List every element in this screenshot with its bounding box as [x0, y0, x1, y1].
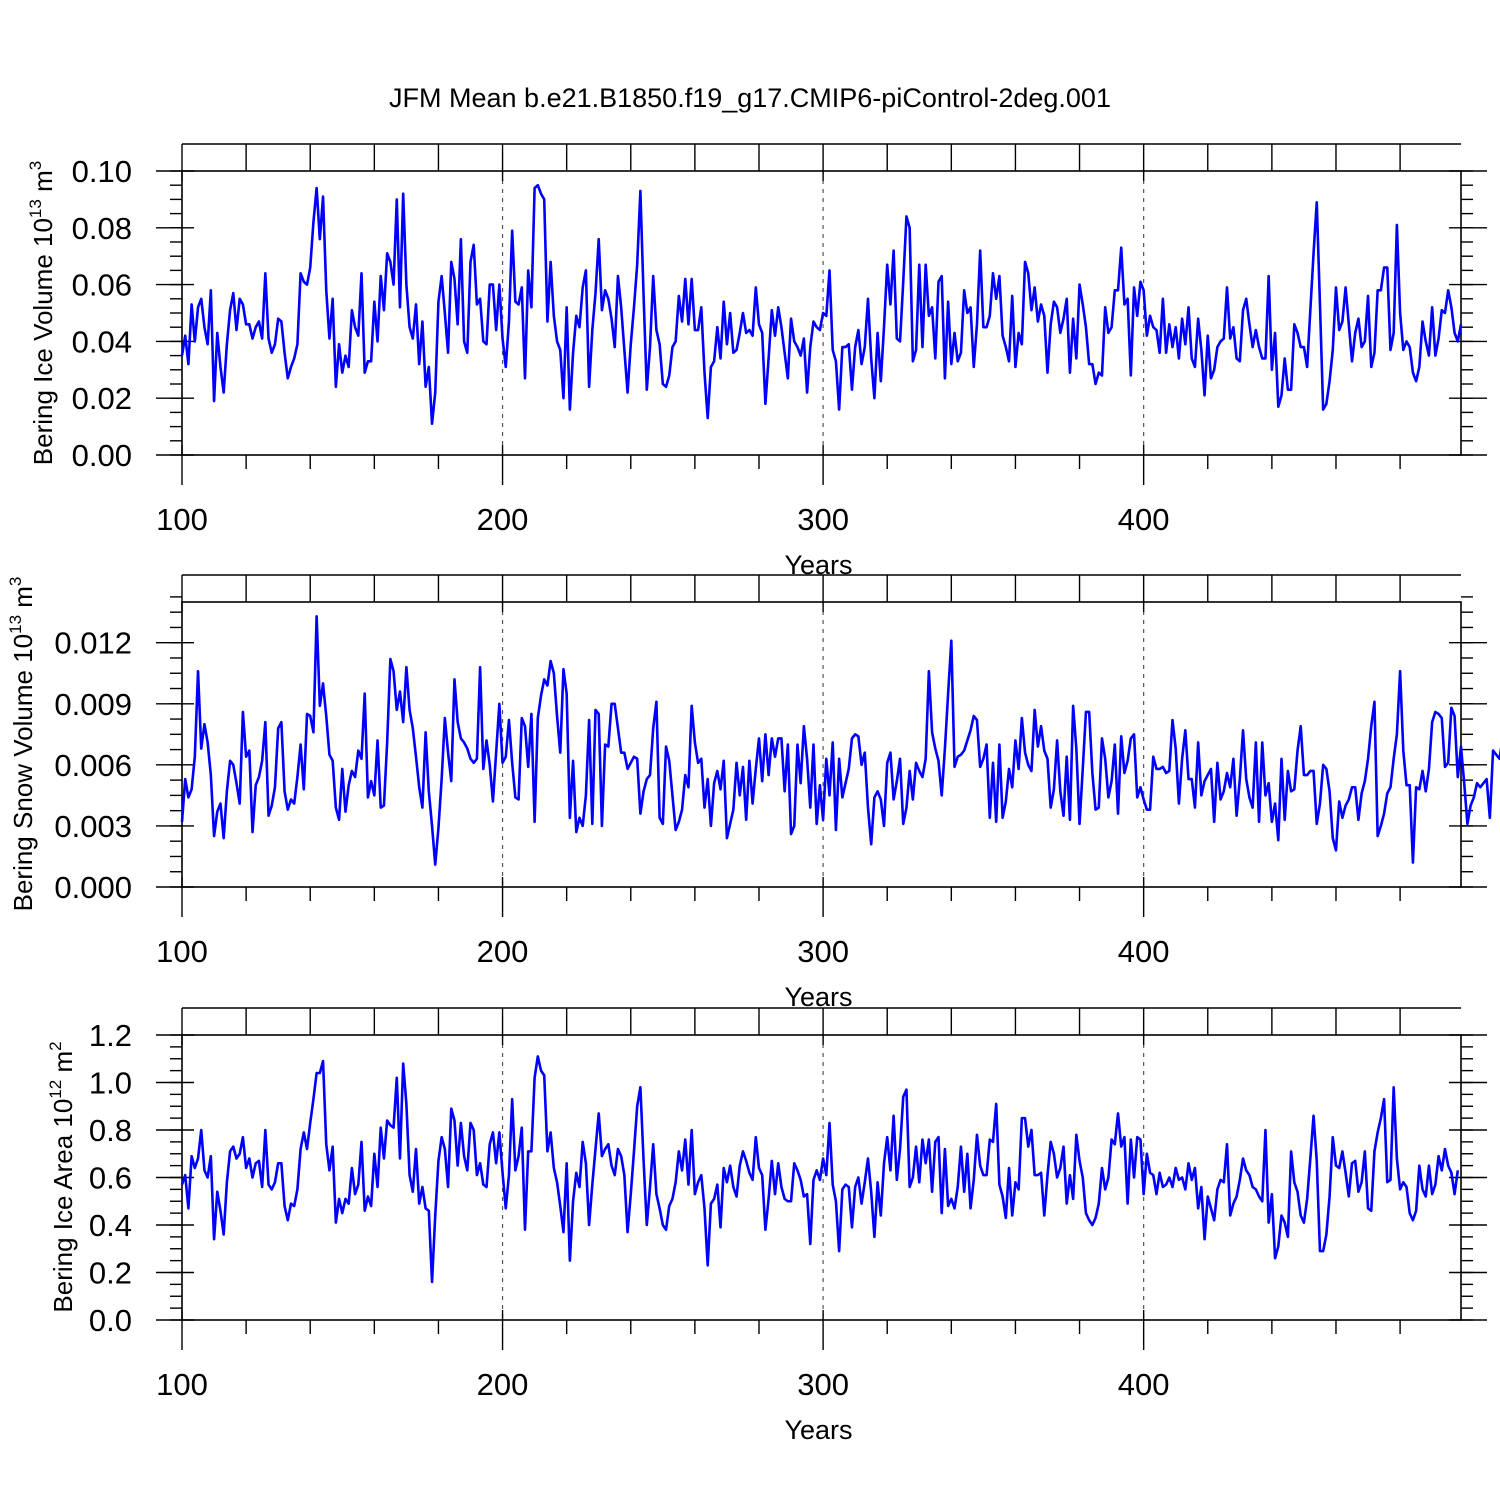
x-tick-label: 300	[797, 502, 849, 537]
y-tick-label: 1.0	[89, 1066, 132, 1101]
x-axis-label: Years	[784, 1415, 852, 1445]
y-axis-label: Bering Ice Area 1012 m2	[46, 1041, 78, 1312]
x-tick-label: 200	[477, 502, 529, 537]
series-line-snow-volume	[180, 614, 1500, 866]
y-tick-label: 0.006	[54, 748, 132, 783]
panel-snow-volume: 100 200 300 400 0.000 0.003 0.006 0.009 0.012 Yea…	[6, 574, 1500, 1012]
y-tick-label: 0.06	[72, 268, 132, 303]
y-tick-label: 0.0	[89, 1303, 132, 1338]
y-tick-label: 0.003	[54, 809, 132, 844]
x-tick-label: 400	[1118, 934, 1170, 969]
y-tick-label: 0.000	[54, 870, 132, 905]
figure-title: JFM Mean b.e21.B1850.f19_g17.CMIP6-piCon…	[389, 83, 1111, 113]
plot-frame	[181, 601, 1462, 888]
series-line-ice-area	[180, 1055, 1460, 1284]
x-tick-label: 400	[1118, 1367, 1170, 1402]
y-tick-label: 0.02	[72, 381, 132, 416]
panel-ice-area: 100 200 300 400 0.0 0.2 0.4 0.6 0.8 1.0 1.2 Years Be…	[46, 1007, 1487, 1445]
panels: 100 200 300 400 0.00 0.02 0.04 0.06 0.08 0.10 Year…	[6, 143, 1500, 1445]
y-tick-label: 0.08	[72, 211, 132, 246]
y-tick-label: 0.009	[54, 687, 132, 722]
y-tick-label: 0.2	[89, 1256, 132, 1291]
series-line-ice-volume	[180, 183, 1463, 426]
y-tick-label: 0.04	[72, 324, 132, 359]
x-tick-label: 200	[477, 1367, 529, 1402]
x-tick-label: 100	[156, 502, 208, 537]
x-tick-label: 100	[156, 1367, 208, 1402]
y-axis-label: Bering Ice Volume 1013 m3	[26, 161, 58, 465]
x-tick-label: 200	[477, 934, 529, 969]
y-tick-label: 0.4	[89, 1208, 132, 1243]
y-axis-label: Bering Snow Volume 1013 m3	[6, 577, 38, 912]
x-tick-label: 300	[797, 1367, 849, 1402]
x-tick-label: 300	[797, 934, 849, 969]
y-tick-label: 0.6	[89, 1161, 132, 1196]
x-tick-label: 100	[156, 934, 208, 969]
y-tick-label: 0.012	[54, 626, 132, 661]
x-axis-label: Years	[784, 982, 852, 1012]
y-tick-label: 0.8	[89, 1113, 132, 1148]
y-tick-label: 1.2	[89, 1018, 132, 1053]
y-tick-label: 0.00	[72, 438, 132, 473]
panel-ice-volume: 100 200 300 4000.000.020.040.060.080.10Year…	[26, 143, 1487, 580]
y-tick-label: 0.10	[72, 154, 132, 189]
x-tick-label: 400	[1118, 502, 1170, 537]
